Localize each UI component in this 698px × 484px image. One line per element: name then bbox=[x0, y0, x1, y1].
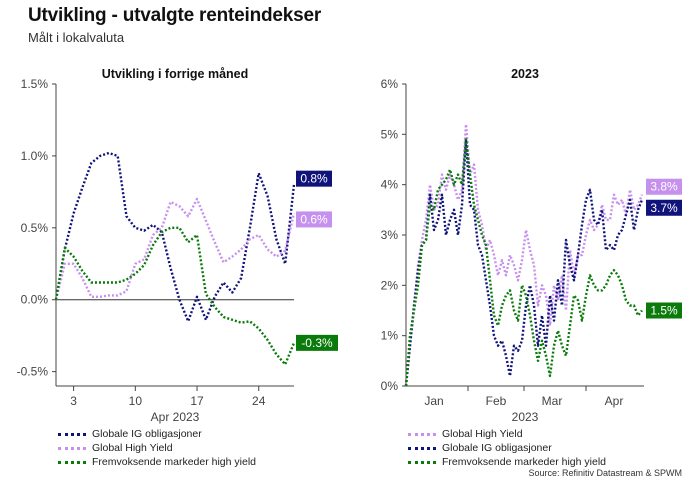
x-tick-label: 24 bbox=[252, 394, 266, 408]
legend-swatch bbox=[58, 447, 86, 450]
y-tick-label: 2% bbox=[381, 278, 399, 292]
series-line-ig bbox=[404, 138, 644, 387]
legend-item-em: Fremvoksende markeder high yield bbox=[56, 455, 256, 469]
x-axis-label: Apr 2023 bbox=[151, 410, 200, 424]
end-label-box-ig bbox=[296, 170, 332, 187]
page-subtitle: Målt i lokalvaluta bbox=[28, 30, 125, 45]
series-line-ig bbox=[54, 151, 296, 323]
y-tick-label: 5% bbox=[381, 127, 399, 141]
legend-label: Fremvoksende markeder high yield bbox=[442, 456, 606, 468]
legend-item-hy: Global High Yield bbox=[406, 427, 606, 441]
y-tick-label: 0% bbox=[381, 379, 399, 393]
series-line-em bbox=[404, 138, 643, 387]
legend-label: Globale IG obligasjoner bbox=[92, 428, 202, 440]
y-tick-label: 0.5% bbox=[21, 221, 49, 235]
legend-label: Fremvoksende markeder high yield bbox=[92, 456, 256, 468]
legend-left: Globale IG obligasjoner Global High Yield… bbox=[56, 427, 256, 469]
x-tick-label: Jan bbox=[424, 394, 443, 408]
legend-swatch bbox=[408, 447, 436, 450]
chart-0: Utvikling i forrige måned 1.5% 1.0% 0.5% 0.0… bbox=[17, 67, 338, 424]
x-tick-label: 10 bbox=[129, 394, 143, 408]
legend-item-hy: Global High Yield bbox=[56, 441, 256, 455]
end-label-box-em bbox=[646, 302, 682, 319]
series-line-em bbox=[54, 226, 296, 366]
end-label-hy: 0.6% bbox=[300, 212, 328, 226]
x-axis-label: 2023 bbox=[512, 410, 539, 424]
legend-swatch bbox=[408, 461, 436, 464]
y-tick-label: 3% bbox=[381, 228, 399, 242]
legend-item-ig: Globale IG obligasjoner bbox=[56, 427, 256, 441]
legend-swatch bbox=[408, 433, 436, 436]
end-label-em: 1.5% bbox=[650, 304, 678, 318]
legend-label: Globale IG obligasjoner bbox=[442, 442, 552, 454]
x-tick-label: Mar bbox=[542, 394, 563, 408]
end-label-box-hy bbox=[646, 178, 682, 195]
legend-right: Global High Yield Globale IG obligasjoner… bbox=[406, 427, 606, 469]
legend-label: Global High Yield bbox=[442, 428, 523, 440]
x-tick-label: Feb bbox=[486, 394, 507, 408]
chart-1: 2023 6% 5% 4% 3% 2% 1% 0% Jan Feb Mar Apr 2023 3.8% 3.… bbox=[381, 67, 682, 424]
page-title: Utvikling - utvalgte renteindekser bbox=[28, 5, 322, 26]
chart-title: Utvikling i forrige måned bbox=[102, 67, 249, 81]
y-tick-label: 1.5% bbox=[21, 77, 49, 91]
end-label-hy: 3.8% bbox=[650, 180, 678, 194]
y-tick-label: 0.0% bbox=[21, 293, 49, 307]
legend-item-em: Fremvoksende markeder high yield bbox=[406, 455, 606, 469]
legend-item-ig: Globale IG obligasjoner bbox=[406, 441, 606, 455]
x-tick-label: 3 bbox=[70, 394, 77, 408]
y-tick-label: 4% bbox=[381, 178, 399, 192]
legend-swatch bbox=[58, 433, 86, 436]
x-tick-label: 17 bbox=[190, 394, 204, 408]
end-label-box-hy bbox=[296, 211, 332, 228]
y-tick-label: -0.5% bbox=[17, 365, 49, 379]
series-line-hy bbox=[404, 123, 644, 387]
chart-title: 2023 bbox=[511, 67, 539, 81]
end-label-ig: 3.7% bbox=[650, 201, 678, 215]
source-note: Source: Refinitiv Datastream & SPWM bbox=[528, 468, 682, 478]
x-tick-label: Apr bbox=[605, 394, 624, 408]
end-label-em: -0.3% bbox=[301, 336, 333, 350]
end-label-box-em bbox=[296, 334, 338, 351]
legend-swatch bbox=[58, 461, 86, 464]
y-tick-label: 1.0% bbox=[21, 149, 49, 163]
y-tick-label: 6% bbox=[381, 77, 399, 91]
y-tick-label: 1% bbox=[381, 329, 399, 343]
legend-label: Global High Yield bbox=[92, 442, 173, 454]
end-label-box-ig bbox=[646, 199, 682, 216]
end-label-ig: 0.8% bbox=[300, 172, 328, 186]
